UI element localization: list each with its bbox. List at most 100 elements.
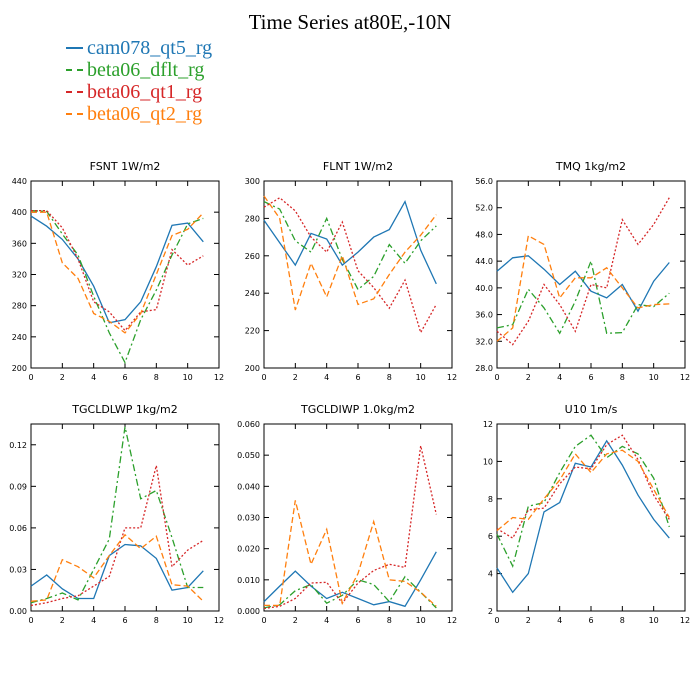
y-tick-label-u10: 2	[488, 607, 493, 616]
y-tick-label-tgcldlwp: 0.12	[9, 441, 27, 450]
series-line-u10-beta06-dflt-rg	[496, 434, 670, 568]
y-tick-label-fsnt: 360	[12, 239, 27, 248]
series-line-tgcldiwp-beta06-dflt-rg	[263, 575, 437, 609]
y-tick-label-tgcldiwp: 0.050	[237, 451, 260, 460]
y-tick-label-tmq: 44.0	[475, 257, 493, 266]
x-tick-label-tmq: 8	[620, 373, 625, 382]
y-tick-label-u10: 8	[488, 495, 493, 504]
legend-swatch-cam078	[66, 47, 83, 49]
x-tick-label-tgcldlwp: 4	[91, 616, 96, 625]
x-tick-label-tgcldlwp: 6	[122, 616, 127, 625]
series-line-tgcldiwp-beta06-qt2-rg	[264, 500, 437, 607]
x-tick-label-flnt: 12	[447, 373, 457, 382]
legend-label-qt2: beta06_qt2_rg	[87, 103, 203, 125]
y-tick-label-flnt: 240	[245, 289, 260, 298]
y-tick-label-u10: 4	[488, 570, 493, 579]
y-tick-label-tmq: 56.0	[475, 177, 493, 186]
y-tick-label-tgcldlwp: 0.09	[9, 482, 27, 491]
series-line-fsnt-cam078-qt5-rg	[30, 215, 204, 324]
x-tick-label-fsnt: 4	[91, 373, 96, 382]
x-tick-label-flnt: 6	[355, 373, 360, 382]
y-tick-label-tmq: 52.0	[475, 204, 493, 213]
x-tick-label-tmq: 2	[526, 373, 531, 382]
series-line-flnt-beta06-qt2-rg	[263, 195, 437, 311]
series-line-fsnt-beta06-dflt-rg	[30, 209, 204, 365]
plot-frame-tmq	[496, 180, 686, 369]
x-tick-label-u10: 12	[680, 616, 690, 625]
chart-title-tgcldiwp: TGCLDIWP 1.0kg/m2	[300, 403, 415, 416]
chart-tgcldlwp: TGCLDLWP 1kg/m2 0.00 0.03 0.06 0.09 0.12 0 2 4 6 8…	[9, 403, 224, 625]
x-tick-label-tgcldlwp: 8	[154, 616, 159, 625]
x-tick-label-tgcldiwp: 8	[387, 616, 392, 625]
y-tick-label-tgcldiwp: 0.000	[237, 607, 260, 616]
x-tick-label-tgcldlwp: 0	[28, 616, 33, 625]
series-line-fsnt-beta06-qt2-rg	[31, 211, 204, 334]
y-tick-label-fsnt: 280	[12, 302, 27, 311]
y-tick-label-tmq: 32.0	[475, 337, 493, 346]
y-tick-label-tmq: 48.0	[475, 230, 493, 239]
x-tick-label-u10: 10	[649, 616, 659, 625]
x-tick-label-tgcldiwp: 6	[355, 616, 360, 625]
chart-title-u10: U10 1m/s	[565, 403, 618, 416]
series-line-u10-cam078-qt5-rg	[496, 439, 670, 594]
series-line-tgcldlwp-beta06-dflt-rg	[30, 426, 204, 604]
y-tick-label-u10: 12	[483, 420, 493, 429]
y-tick-label-tmq: 40.0	[475, 284, 493, 293]
x-tick-label-u10: 6	[588, 616, 593, 625]
series-line-u10-beta06-qt2-rg	[496, 449, 670, 532]
chart-fsnt: FSNT 1W/m2 200 240 280 320 360 400 440 0 2 4 6 8 10 12	[12, 160, 224, 382]
legend-swatch-dflt	[66, 69, 83, 71]
series-line-tgcldlwp-beta06-qt2-rg	[30, 533, 204, 602]
x-tick-label-tgcldiwp: 2	[293, 616, 298, 625]
chart-title-fsnt: FSNT 1W/m2	[90, 160, 161, 173]
chart-flnt: FLNT 1W/m2 200 220 240 260 280 300 0 2 4 6 8 10 12	[245, 160, 457, 382]
x-tick-label-u10: 2	[526, 616, 531, 625]
plot-frame-fsnt	[30, 180, 220, 369]
series-line-u10-beta06-qt1-rg	[496, 434, 670, 540]
series-line-fsnt-beta06-qt1-rg	[31, 209, 204, 332]
y-tick-label-u10: 6	[488, 532, 493, 541]
y-tick-label-fsnt: 440	[12, 177, 27, 186]
x-tick-label-fsnt: 6	[122, 373, 127, 382]
series-line-tgcldlwp-beta06-qt1-rg	[30, 465, 204, 607]
legend-label-dflt: beta06_dflt_rg	[87, 59, 205, 81]
x-tick-label-tmq: 0	[494, 373, 499, 382]
y-tick-label-tmq: 36.0	[475, 311, 493, 320]
legend: cam078_qt5_rg beta06_dflt_rg beta06_qt1_…	[66, 37, 212, 125]
series-line-tmq-beta06-dflt-rg	[496, 258, 670, 335]
x-tick-label-flnt: 8	[387, 373, 392, 382]
chart-tmq: TMQ 1kg/m2 28.0 32.0 36.0 40.0 44.0 48.0 52.0 56…	[475, 160, 690, 382]
y-tick-label-u10: 10	[483, 457, 493, 466]
x-tick-label-tmq: 10	[649, 373, 659, 382]
chart-title-flnt: FLNT 1W/m2	[323, 160, 393, 173]
x-tick-label-tmq: 6	[588, 373, 593, 382]
x-tick-label-u10: 0	[494, 616, 499, 625]
y-tick-label-tgcldiwp: 0.010	[237, 576, 260, 585]
series-line-flnt-beta06-dflt-rg	[263, 201, 437, 291]
y-tick-label-flnt: 220	[245, 327, 260, 336]
x-tick-label-tgcldiwp: 0	[261, 616, 266, 625]
legend-swatch-qt2	[66, 113, 83, 115]
x-tick-label-tmq: 12	[680, 373, 690, 382]
legend-item-cam078: cam078_qt5_rg	[66, 37, 212, 59]
legend-item-dflt: beta06_dflt_rg	[66, 59, 212, 81]
x-tick-label-flnt: 10	[416, 373, 426, 382]
chart-title-tgcldlwp: TGCLDLWP 1kg/m2	[71, 403, 177, 416]
x-tick-label-tgcldiwp: 12	[447, 616, 457, 625]
legend-swatch-qt1	[66, 91, 83, 93]
x-tick-label-tgcldiwp: 4	[324, 616, 329, 625]
y-tick-label-fsnt: 400	[12, 208, 27, 217]
y-tick-label-flnt: 300	[245, 177, 260, 186]
legend-label-cam078: cam078_qt5_rg	[87, 37, 213, 59]
x-tick-label-flnt: 4	[324, 373, 329, 382]
x-tick-label-fsnt: 0	[28, 373, 33, 382]
y-tick-label-fsnt: 240	[12, 333, 27, 342]
series-line-tgcldiwp-cam078-qt5-rg	[263, 551, 437, 608]
series-line-tgcldiwp-beta06-qt1-rg	[263, 445, 437, 610]
x-tick-label-tmq: 4	[557, 373, 562, 382]
x-tick-label-fsnt: 2	[60, 373, 65, 382]
x-tick-label-fsnt: 8	[154, 373, 159, 382]
legend-item-qt1: beta06_qt1_rg	[66, 81, 212, 103]
y-tick-label-flnt: 280	[245, 214, 260, 223]
